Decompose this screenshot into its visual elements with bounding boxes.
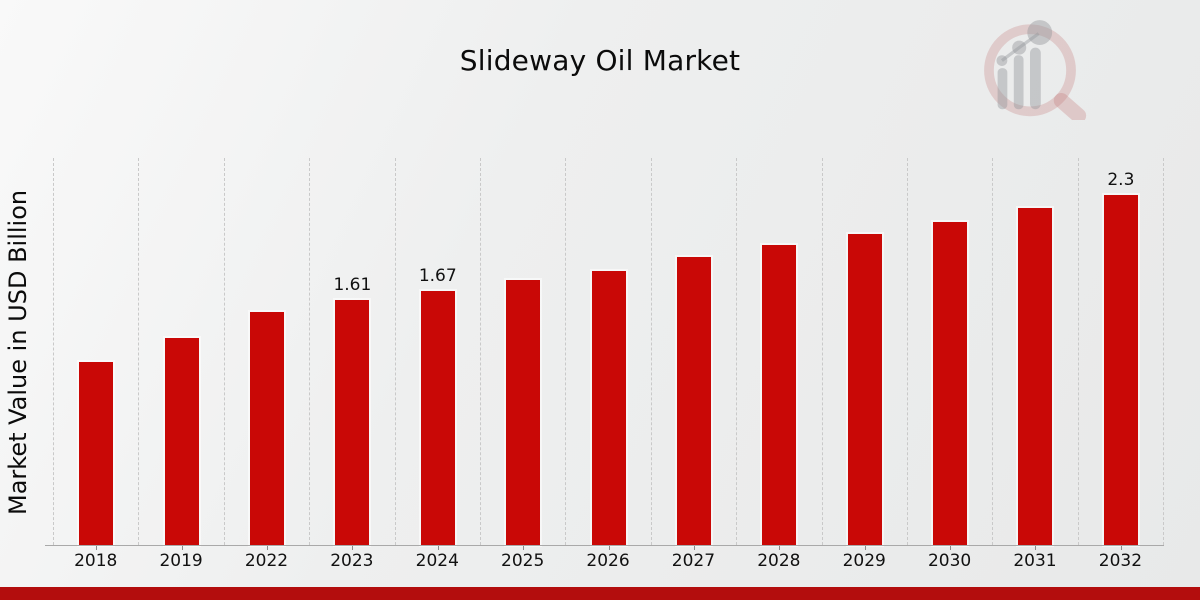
bar-cell — [54, 158, 140, 550]
axis-tick — [181, 546, 183, 550]
bar-value-label: 2.3 — [1107, 170, 1135, 190]
bar — [247, 310, 286, 547]
bar-value-label: 1.67 — [418, 266, 457, 286]
axis-tick — [437, 546, 439, 550]
bar-cell — [652, 158, 738, 550]
bar-cell — [737, 158, 823, 550]
bar-cell: 1.61 — [310, 158, 396, 550]
bar — [589, 269, 628, 547]
axis-tick — [864, 546, 866, 550]
x-tick-label: 2025 — [501, 551, 545, 571]
y-axis-label: Market Value in USD Billion — [4, 189, 32, 516]
x-tick-label: 2026 — [586, 551, 630, 571]
bar-cell — [823, 158, 908, 550]
bar — [162, 336, 201, 547]
bar-cell — [993, 158, 1079, 550]
bar-cell: 1.67 — [396, 158, 481, 550]
bar-cell — [566, 158, 652, 550]
axis-tick — [523, 546, 525, 550]
x-tick-label: 2030 — [927, 551, 972, 571]
bar — [845, 232, 884, 547]
x-tick-label: 2022 — [244, 551, 289, 571]
bar — [418, 289, 457, 547]
bar-value-label: 1.61 — [333, 275, 372, 295]
x-tick-label: 2019 — [159, 551, 203, 571]
bar — [77, 360, 116, 547]
x-tick-label: 2024 — [415, 551, 459, 571]
bar-cell — [225, 158, 311, 550]
axis-tick — [950, 546, 952, 550]
bar — [760, 243, 799, 547]
chart-title: Slideway Oil Market — [459, 44, 741, 77]
bar — [1016, 206, 1055, 547]
x-tick-label: 2027 — [671, 551, 716, 571]
axis-tick — [608, 546, 610, 550]
x-tick-label: 2023 — [330, 551, 374, 571]
x-tick-label: 2029 — [842, 551, 886, 571]
bar — [674, 255, 713, 547]
bar-cell — [908, 158, 994, 550]
x-axis-line — [45, 545, 1164, 546]
x-tick-label: 2028 — [757, 551, 801, 571]
x-tick-label: 2032 — [1098, 551, 1143, 571]
axis-tick — [1035, 546, 1037, 550]
axis-tick — [779, 546, 781, 550]
bar — [504, 278, 543, 547]
magnifier-bar-chart-logo — [984, 20, 1087, 120]
axis-tick — [352, 546, 354, 550]
x-tick-label: 2031 — [1013, 551, 1057, 571]
axis-tick — [693, 546, 695, 550]
bar-cell — [139, 158, 225, 550]
plot-area: 1.61 1.67 2.3 — [53, 158, 1165, 550]
bar — [931, 220, 970, 547]
axis-tick — [1120, 546, 1122, 550]
x-tick-label: 2018 — [74, 551, 118, 571]
axis-tick — [266, 546, 268, 550]
bar-cell — [481, 158, 567, 550]
bar-cell: 2.3 — [1079, 158, 1165, 550]
bar — [333, 298, 372, 547]
bar — [1101, 193, 1140, 547]
bottom-accent-band — [0, 587, 1200, 600]
axis-tick — [96, 546, 98, 550]
x-axis-tick-labels: 2018 2019 2022 2023 2024 2025 2026 2027 2028 2029… — [53, 551, 1163, 571]
